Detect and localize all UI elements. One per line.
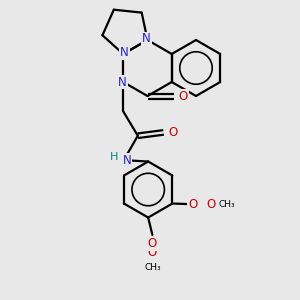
Text: N: N <box>120 46 129 59</box>
Text: N: N <box>142 32 151 46</box>
Text: N: N <box>122 154 131 166</box>
Text: O: O <box>188 198 197 211</box>
Text: N: N <box>118 76 127 88</box>
Text: CH₃: CH₃ <box>144 263 161 272</box>
Text: O: O <box>168 126 177 139</box>
Text: O: O <box>206 198 215 211</box>
Text: O: O <box>148 246 157 259</box>
Text: H: H <box>110 152 118 162</box>
Text: O: O <box>178 89 188 103</box>
Text: CH₃: CH₃ <box>219 200 236 208</box>
Text: O: O <box>148 237 157 250</box>
